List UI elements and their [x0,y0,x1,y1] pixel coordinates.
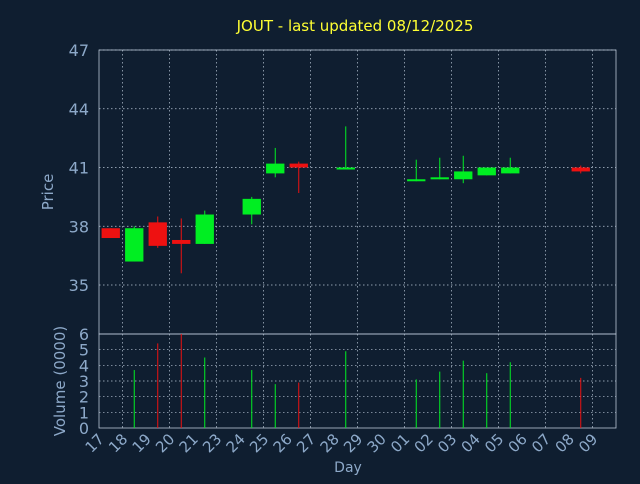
x-tick-label: 06 [505,430,531,456]
candle [172,218,191,274]
volume-plot-frame [98,333,617,429]
candle [195,210,214,244]
volume-tick-label: 2 [79,388,89,407]
price-axis-label: Price [39,174,57,211]
candle [266,147,285,178]
x-tick-label: 21 [176,430,202,456]
x-tick-label: 27 [293,430,319,456]
x-tick-label: 08 [552,430,578,456]
x-tick-label: 28 [317,430,343,456]
volume-tick-label: 0 [79,419,89,438]
candle [477,167,496,176]
candle-body [172,239,191,244]
candle-body [571,167,590,172]
candle-body [430,177,449,180]
candle-body [266,163,285,174]
volume-tick-label: 3 [79,372,89,391]
volume-axis-label: Volume (0000) [51,326,69,436]
x-tick-label: 02 [411,430,437,456]
candle-body [125,228,144,262]
price-tick-label: 47 [69,41,89,60]
volume-tick-label: 5 [79,341,89,360]
candle-body [195,214,214,244]
chart-title: JOUT - last updated 08/12/2025 [236,17,474,35]
candle [571,165,590,174]
candle [454,155,473,184]
candle [125,226,144,262]
candle [430,157,449,180]
price-tick-label: 35 [69,276,89,295]
candle-body [336,167,355,170]
candle-body [501,167,520,174]
volume-tick-label: 4 [79,356,89,375]
candle [407,159,426,182]
price-tick-label: 41 [69,159,89,178]
candle-body [101,228,120,239]
volume-tick-label: 1 [79,403,89,422]
candle [101,228,120,239]
x-tick-label: 20 [152,430,178,456]
candle-body [407,179,426,182]
candle-body [477,167,496,176]
price-tick-label: 44 [69,100,89,119]
x-tick-label: 30 [364,430,390,456]
x-axis-label: Day [334,460,362,476]
x-tick-label: 01 [387,430,413,456]
candle-body [454,171,473,180]
x-tick-label: 24 [223,430,249,456]
candle [289,161,308,193]
price-panel: 35 38 41 44 47 [69,41,617,335]
candle [148,216,167,248]
x-tick-label: 18 [105,430,131,456]
x-tick-label: 05 [481,430,507,456]
candle [336,126,355,170]
x-tick-label: 03 [434,430,460,456]
x-tick-label: 07 [528,430,554,456]
x-tick-label: 23 [199,430,225,456]
volume-tick-label: 6 [79,325,89,344]
x-tick-label: 09 [575,430,601,456]
candle [501,157,520,174]
candle [242,196,261,225]
candle-body [289,163,308,168]
price-tick-label: 38 [69,217,89,236]
x-tick-label: 19 [129,430,155,456]
candle-body [148,222,167,246]
x-tick-label: 25 [246,430,272,456]
x-tick-label: 26 [270,430,296,456]
candle-body [242,198,261,215]
x-tick-label: 04 [458,430,484,456]
x-tick-label: 29 [340,430,366,456]
